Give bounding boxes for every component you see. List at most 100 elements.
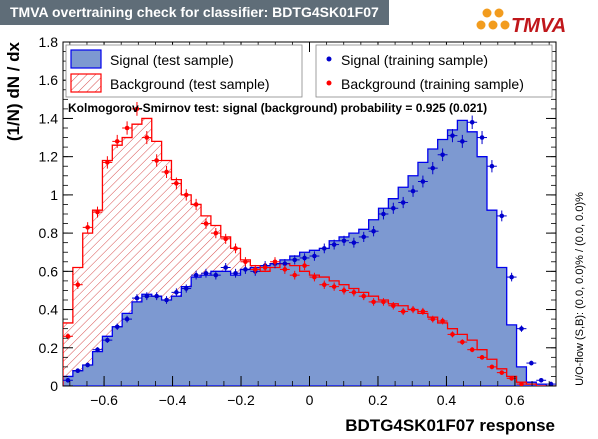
signal-training-point [368, 226, 379, 237]
signal-training-point [457, 134, 468, 148]
signal-training-point-marker [371, 228, 376, 234]
x-tick-label: −0.2 [227, 392, 255, 408]
signal-training-point-marker [203, 270, 209, 276]
background-training-point-marker [164, 169, 169, 175]
background-training-point-marker [114, 139, 120, 144]
background-training-point [496, 370, 507, 375]
y-tick-label: 1.4 [39, 110, 59, 126]
background-training-point [240, 257, 251, 267]
signal-training-point-marker [361, 234, 367, 240]
signal-training-point [319, 243, 330, 254]
signal-training-point-marker [469, 119, 475, 125]
background-training-point-marker [252, 267, 258, 272]
signal-training-point [477, 131, 487, 145]
signal-training-point-marker [164, 297, 169, 303]
background-training-point [289, 270, 300, 280]
signal-training-point-marker [75, 368, 81, 374]
background-training-point-marker [75, 282, 81, 288]
background-training-point [220, 233, 231, 244]
signal-training-point-marker [430, 165, 436, 171]
signal-training-point-marker [134, 295, 140, 301]
background-training-point-marker [430, 316, 436, 322]
signal-training-point-marker [321, 246, 327, 251]
signal-training-point-marker [351, 240, 357, 245]
signal-training-point [427, 162, 438, 175]
background-training-point-marker [144, 135, 150, 140]
signal-training-point-marker [65, 377, 71, 383]
legend-swatch-signal-test [70, 49, 102, 69]
background-training-point [388, 302, 399, 310]
background-training-point [358, 292, 369, 301]
signal-training-point [171, 288, 182, 297]
background-training-point [82, 222, 93, 233]
signal-training-point-marker [312, 253, 317, 259]
signal-training-point [467, 115, 478, 130]
signal-training-point-marker [105, 337, 110, 343]
background-training-point-marker [243, 259, 248, 265]
signal-training-point [526, 360, 537, 366]
panel-title: TMVA overtraining check for classifier: … [0, 0, 389, 25]
signal-training-point-marker [460, 139, 465, 144]
background-training-point-marker [213, 230, 219, 236]
background-training-point-marker [331, 284, 337, 289]
background-training-point [151, 154, 162, 167]
background-training-point [171, 177, 182, 190]
background-training-point [309, 272, 320, 282]
signal-training-point [210, 270, 221, 280]
y-tick-label: 0.4 [39, 302, 59, 318]
background-training-point [339, 286, 349, 295]
signal-training-point [536, 377, 547, 383]
signal-training-point [220, 262, 231, 273]
background-training-point [486, 364, 497, 370]
y-axis-title: (1/N) dN / dx [4, 41, 23, 141]
background-training-point-marker [469, 347, 475, 352]
background-training-marker [326, 80, 332, 86]
background-training-point-marker [154, 158, 159, 163]
background-training-point-marker [95, 209, 100, 215]
signal-training-point-marker [548, 381, 554, 386]
signal-training-point-marker [400, 200, 406, 205]
background-training-point [132, 101, 142, 116]
background-training-point-marker [391, 303, 396, 309]
background-training-point-marker [450, 332, 455, 337]
y-tick-label: 1 [50, 187, 58, 203]
background-training-point-marker [509, 376, 514, 381]
logo-dot [476, 20, 486, 30]
background-training-point-marker [183, 192, 189, 198]
signal-training-point [496, 210, 507, 222]
background-training-point-marker [312, 274, 317, 280]
signal-training-point [161, 296, 172, 304]
background-training-point-marker [460, 339, 465, 345]
training-points [63, 101, 556, 386]
signal-training-point-marker [154, 293, 159, 299]
background-training-point [319, 280, 330, 289]
signal-training-point [102, 337, 113, 343]
background-training-point-marker [282, 267, 288, 272]
signal-training-point [181, 284, 192, 293]
background-training-point-marker [233, 246, 238, 251]
background-training-point [329, 282, 340, 291]
tmva-logo: TMVA [476, 8, 566, 37]
signal-training-point-marker [174, 290, 179, 295]
background-training-point [260, 262, 271, 273]
signal-training-point [240, 264, 251, 274]
background-training-point [516, 381, 527, 386]
legend-marker-signal-training [326, 56, 332, 62]
logo-text: TMVA [511, 15, 566, 37]
signal-training-point [132, 294, 142, 302]
background-test-line [63, 117, 556, 386]
legend-label-signal-training: Signal (training sample) [341, 52, 488, 68]
background-training-point-marker [351, 290, 357, 295]
background-training-point-marker [499, 370, 505, 375]
background-training-point-marker [420, 309, 426, 314]
signal-training-point-marker [183, 286, 189, 291]
signal-training-point-marker [410, 188, 416, 194]
y-tick-label: 0.8 [39, 225, 59, 241]
background-training-point-marker [381, 299, 386, 305]
signal-training-point [339, 235, 349, 246]
background-training-point [141, 131, 152, 145]
background-training-point-marker [400, 309, 406, 314]
signal-training-point-marker [114, 324, 120, 330]
ks-test-text: Kolmogorov-Smirnov test: signal (backgro… [68, 101, 487, 115]
background-training-point [477, 355, 487, 360]
